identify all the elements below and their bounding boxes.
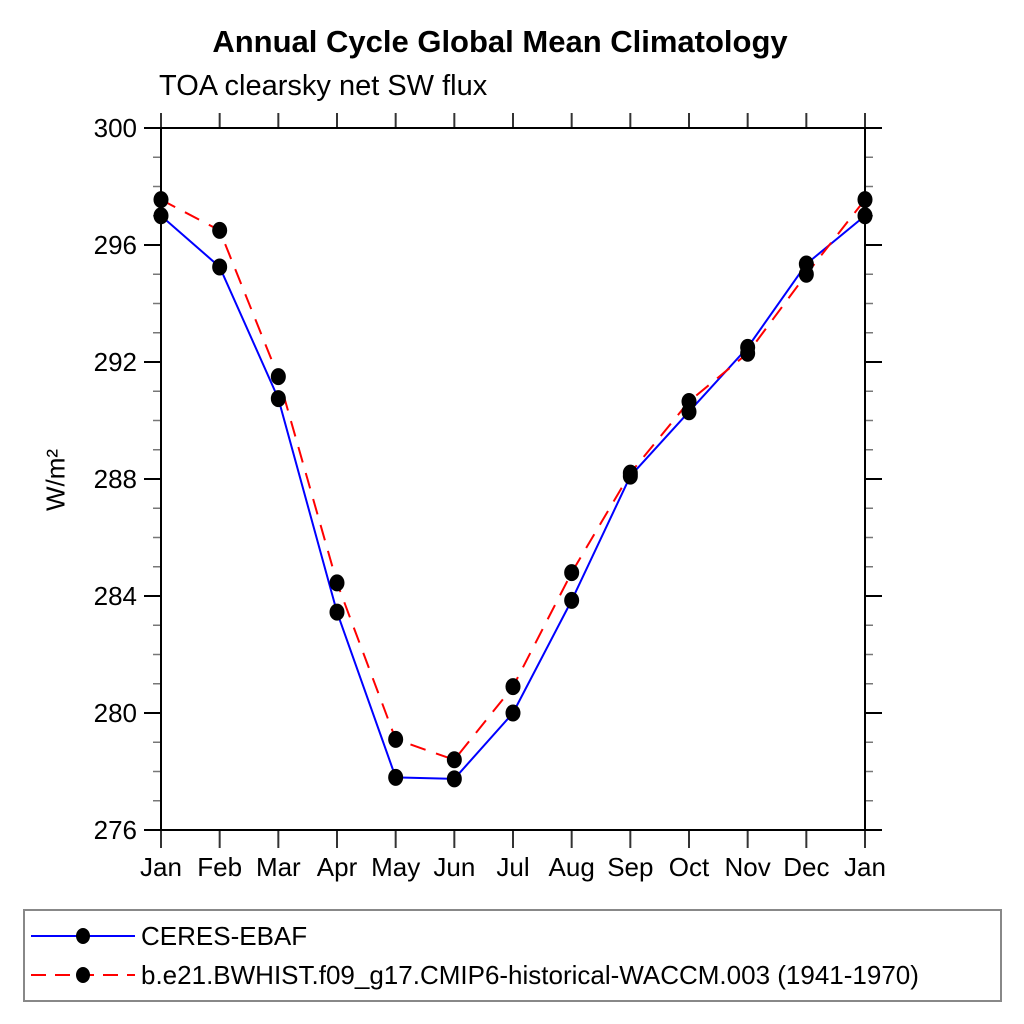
data-point xyxy=(270,368,286,386)
plot-frame-rect xyxy=(160,127,866,831)
y-tick-label: 292 xyxy=(94,347,137,377)
legend-label-observation: CERES-EBAF xyxy=(141,921,308,952)
x-tick-label: Sep xyxy=(607,852,653,882)
data-point xyxy=(270,390,286,408)
chart-title: Annual Cycle Global Mean Climatology xyxy=(212,24,788,59)
x-tick-label: Dec xyxy=(783,852,829,882)
data-point xyxy=(446,751,462,769)
data-point xyxy=(681,392,697,410)
x-tick-label: Jul xyxy=(496,852,529,882)
data-point xyxy=(740,344,756,362)
blue-solid-line-marker-icon xyxy=(31,928,135,945)
x-tick-label: Oct xyxy=(669,852,710,882)
data-point xyxy=(329,574,345,592)
plot-frame xyxy=(160,127,866,831)
data-point xyxy=(388,730,404,748)
x-tick-label: May xyxy=(371,852,420,882)
axis-tick-labels: 276 280 284 288 292 296 300 Jan Feb Mar Apr May Jun J… xyxy=(94,113,886,882)
data-point xyxy=(564,591,580,609)
y-tick-label: 288 xyxy=(94,464,137,494)
legend-item-model: b.e21.BWHIST.f09_g17.CMIP6-historical-WA… xyxy=(29,962,1000,988)
x-tick-label: Mar xyxy=(256,852,301,882)
data-point xyxy=(857,207,873,225)
red-dashed-line-marker-icon xyxy=(31,966,135,983)
y-tick-label: 280 xyxy=(94,698,137,728)
data-point xyxy=(446,770,462,788)
y-tick-label: 276 xyxy=(94,815,137,845)
x-tick-label: Feb xyxy=(197,852,242,882)
data-point xyxy=(505,704,521,722)
x-tick-label: Jan xyxy=(140,852,182,882)
axis-ticks xyxy=(144,113,882,848)
legend-item-observation: CERES-EBAF xyxy=(29,923,1000,949)
data-point xyxy=(622,464,638,482)
data-point xyxy=(857,191,873,209)
legend-box: CERES-EBAF b.e21.BWHIST.f09_g17.CMIP6-hi… xyxy=(23,909,1002,1002)
y-tick-label: 300 xyxy=(94,113,137,143)
x-tick-label: Apr xyxy=(317,852,358,882)
data-series-markers xyxy=(153,191,873,788)
y-tick-label: 284 xyxy=(94,581,137,611)
y-tick-label: 296 xyxy=(94,230,137,260)
data-point xyxy=(564,564,580,582)
data-point xyxy=(212,221,228,239)
data-point xyxy=(153,207,169,225)
chart-subtitle: TOA clearsky net SW flux xyxy=(159,70,488,102)
legend-label-model: b.e21.BWHIST.f09_g17.CMIP6-historical-WA… xyxy=(141,959,919,990)
data-point xyxy=(212,258,228,276)
data-point xyxy=(798,265,814,283)
x-tick-label: Aug xyxy=(549,852,595,882)
data-point xyxy=(505,678,521,696)
data-point xyxy=(329,603,345,621)
series-line-1 xyxy=(160,198,866,761)
x-tick-label: Nov xyxy=(725,852,771,882)
x-tick-label: Jan xyxy=(844,852,886,882)
data-point xyxy=(388,768,404,786)
x-tick-label: Jun xyxy=(433,852,475,882)
data-point xyxy=(153,191,169,209)
